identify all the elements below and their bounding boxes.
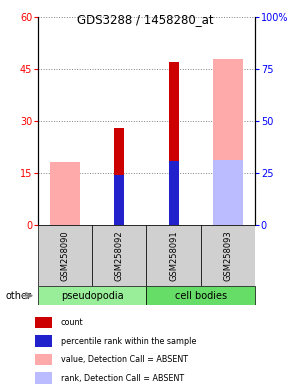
Text: GDS3288 / 1458280_at: GDS3288 / 1458280_at	[77, 13, 213, 26]
Bar	[35, 336, 52, 347]
Text: GSM258093: GSM258093	[224, 230, 233, 281]
Bar	[35, 372, 52, 384]
FancyBboxPatch shape	[146, 286, 255, 305]
Text: pseudopodia: pseudopodia	[61, 291, 123, 301]
Bar	[146, 225, 201, 286]
FancyBboxPatch shape	[38, 286, 146, 305]
Bar	[114, 175, 124, 225]
Bar	[169, 62, 179, 225]
Text: cell bodies: cell bodies	[175, 291, 227, 301]
Bar	[38, 225, 92, 286]
Bar	[169, 161, 179, 225]
Text: GSM258091: GSM258091	[169, 230, 178, 281]
Bar	[35, 354, 52, 365]
Bar	[213, 161, 243, 225]
Bar	[50, 162, 80, 225]
Bar	[92, 225, 146, 286]
Bar	[114, 128, 124, 225]
Bar	[201, 225, 255, 286]
Text: other: other	[6, 291, 32, 301]
Text: count: count	[61, 318, 84, 327]
Bar	[35, 317, 52, 328]
Text: GSM258092: GSM258092	[115, 230, 124, 281]
Text: percentile rank within the sample: percentile rank within the sample	[61, 336, 196, 346]
Text: GSM258090: GSM258090	[60, 230, 69, 281]
Text: rank, Detection Call = ABSENT: rank, Detection Call = ABSENT	[61, 374, 184, 382]
Bar	[213, 59, 243, 225]
Text: value, Detection Call = ABSENT: value, Detection Call = ABSENT	[61, 355, 188, 364]
